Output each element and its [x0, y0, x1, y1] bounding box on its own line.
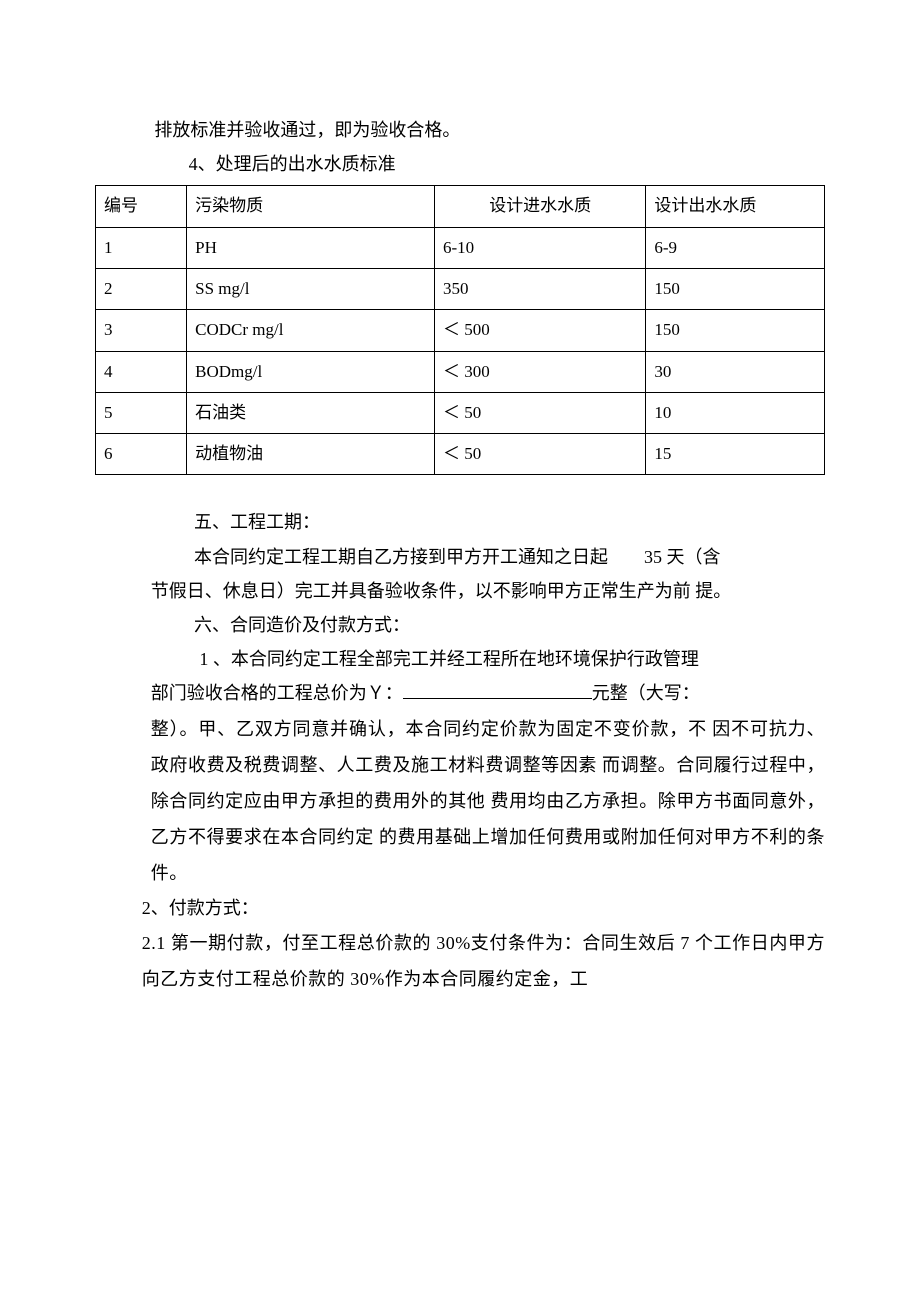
cell: 150 — [646, 268, 825, 309]
text-fragment-b: 元整（大写： — [592, 683, 700, 703]
intro-line-2: 4、处理后的出水水质标准 — [95, 147, 825, 181]
cell: CODCr mg/l — [187, 310, 435, 351]
cell: 6 — [96, 434, 187, 475]
cell: 石油类 — [187, 392, 435, 433]
th-outflow: 设计出水水质 — [646, 186, 825, 227]
table-row: 3 CODCr mg/l ＜ 500 150 — [96, 310, 825, 351]
section-5-body-line2: 节假日、休息日）完工并具备验收条件，以不影响甲方正常生产为前 提。 — [95, 574, 825, 608]
cell: 3 — [96, 310, 187, 351]
cell: ＜ 500 — [434, 310, 645, 351]
th-substance: 污染物质 — [187, 186, 435, 227]
section-5-body-line1: 本合同约定工程工期自乙方接到甲方开工通知之日起 35 天（含 — [95, 540, 825, 574]
section-6-item21: 2.1 第一期付款，付至工程总价款的 30%支付条件为：合同生效后 7 个工作日… — [95, 925, 825, 997]
cell: ＜ 50 — [434, 434, 645, 475]
table-header-row: 编号 污染物质 设计进水水质 设计出水水质 — [96, 186, 825, 227]
cell: 2 — [96, 268, 187, 309]
section-5-heading: 五、工程工期： — [95, 505, 825, 539]
table-row: 4 BODmg/l ＜ 300 30 — [96, 351, 825, 392]
cell: 1 — [96, 227, 187, 268]
cell: 10 — [646, 392, 825, 433]
th-inflow: 设计进水水质 — [434, 186, 645, 227]
table-row: 1 PH 6-10 6-9 — [96, 227, 825, 268]
cell: PH — [187, 227, 435, 268]
section-6-item2: 2、付款方式： — [95, 891, 825, 925]
section-6-heading: 六、合同造价及付款方式： — [95, 608, 825, 642]
section-6-item1-line1: 1 、本合同约定工程全部完工并经工程所在地环境保护行政管理 — [95, 642, 825, 676]
section-6-item1-body: 整）。甲、乙双方同意并确认，本合同约定价款为固定不变价款，不 因不可抗力、政府收… — [95, 711, 825, 891]
cell: BODmg/l — [187, 351, 435, 392]
water-quality-table: 编号 污染物质 设计进水水质 设计出水水质 1 PH 6-10 6-9 2 SS… — [95, 185, 825, 475]
cell: 5 — [96, 392, 187, 433]
cell: 30 — [646, 351, 825, 392]
table-row: 6 动植物油 ＜ 50 15 — [96, 434, 825, 475]
cell: 6-9 — [646, 227, 825, 268]
cell: ＜ 50 — [434, 392, 645, 433]
cell: 6-10 — [434, 227, 645, 268]
cell: ＜ 300 — [434, 351, 645, 392]
section-6-item1-line2: 部门验收合格的工程总价为Ｙ： 元整（大写： — [95, 676, 825, 710]
cell: SS mg/l — [187, 268, 435, 309]
cell: 15 — [646, 434, 825, 475]
table-row: 5 石油类 ＜ 50 10 — [96, 392, 825, 433]
cell: 动植物油 — [187, 434, 435, 475]
cell: 350 — [434, 268, 645, 309]
th-number: 编号 — [96, 186, 187, 227]
text-fragment-a: 部门验收合格的工程总价为Ｙ： — [151, 683, 403, 703]
intro-line-1: 排放标准并验收通过，即为验收合格。 — [95, 113, 825, 147]
table-row: 2 SS mg/l 350 150 — [96, 268, 825, 309]
cell: 150 — [646, 310, 825, 351]
cell: 4 — [96, 351, 187, 392]
blank-underline — [403, 680, 592, 700]
